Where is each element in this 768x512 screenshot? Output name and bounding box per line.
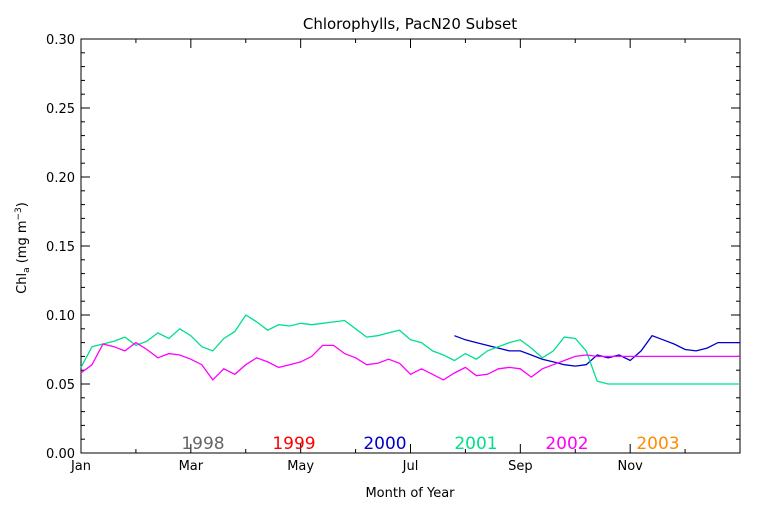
legend-2001: 2001 [454, 434, 497, 454]
x-tick-label: Nov [617, 459, 643, 474]
y-tick-label: 0.20 [46, 171, 75, 186]
x-tick-label: May [287, 459, 314, 474]
series-line-2000 [454, 334, 740, 367]
series-line-2002 [80, 341, 740, 381]
y-axis-label-close: ) [15, 202, 30, 207]
legend-1999: 1999 [272, 434, 315, 454]
chart-title: Chlorophylls, PacN20 Subset [303, 15, 517, 33]
legend-2003: 2003 [636, 434, 679, 454]
y-axis: 0.00 0.05 0.10 0.15 0.20 0.25 0.30 [46, 33, 740, 462]
x-axis: Jan Mar May Jul Sep Nov [70, 39, 686, 474]
legend-1998: 1998 [181, 434, 224, 454]
y-axis-label-exp: −3 [14, 207, 24, 220]
y-tick-label: 0.25 [46, 102, 75, 117]
x-axis-label: Month of Year [365, 486, 455, 501]
y-axis-label-main: Chl [15, 273, 30, 294]
x-tick-label: Jul [402, 459, 419, 474]
plot-frame [80, 38, 741, 454]
series-lines [80, 314, 740, 385]
y-tick-label: 0.05 [46, 378, 75, 393]
y-tick-label: 0.00 [46, 447, 75, 462]
x-tick-label: Jan [70, 459, 91, 474]
y-axis-label-units: (mg m [15, 220, 30, 267]
legend-2000: 2000 [363, 434, 406, 454]
legend-2002: 2002 [545, 434, 588, 454]
y-axis-label-sub: a [22, 267, 32, 273]
y-tick-label: 0.10 [46, 309, 75, 324]
y-tick-label: 0.30 [46, 33, 75, 48]
series-line-2001 [80, 314, 740, 385]
legend: 1998 1999 2000 2001 2002 2003 [181, 434, 679, 454]
y-tick-label: 0.15 [46, 240, 75, 255]
y-axis-label: Chla (mg m−3) [14, 202, 32, 294]
x-tick-label: Mar [179, 459, 204, 474]
x-tick-label: Sep [508, 459, 533, 474]
